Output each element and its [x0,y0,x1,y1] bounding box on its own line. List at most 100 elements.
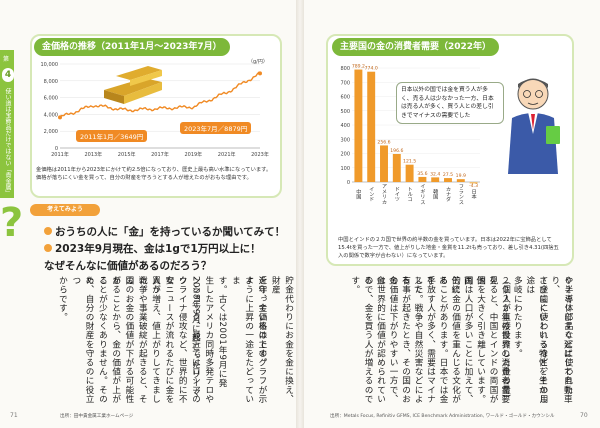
body-column: は世界的に価値が認められている [362,276,386,404]
demand-value-label: 789.2 [352,64,365,70]
body-column: 手放す人が多く、需要はマイナスで [412,276,436,404]
demand-category-label: イギリス [419,184,425,205]
body-column: ０２ミリにすぐ延ばして自動車 [562,276,573,404]
gold-chart-title: 金価格の推移（2011年1月〜2023年7月） [34,38,230,56]
body-column: 国は人口が多いことに加えて、伝統 [449,276,474,404]
demand-chart-note: 中国とインドの２カ国で世界の約半数の金を買っています。日本は2022年に宝飾品と… [338,237,559,259]
demand-value-label: 32.4 [430,171,440,177]
demand-bar [444,178,452,182]
question-mark-icon: ? [0,200,24,246]
gold-chart-line [58,71,262,120]
body-column: や半導体部品などに使われたり、 [549,276,574,395]
gold-x-tick: 2017年 [151,151,169,158]
body-column: ことが少なくありません。そのた [84,276,108,404]
demand-category-label: ドイツ [394,186,400,202]
body-column: 有事が起きたとき、その国のお金 [387,276,411,404]
gold-x-tick: 2019年 [184,151,202,158]
gold-chart-axes: 0 2,000 4,000 6,000 8,000 10,000 2011年 2013年 201… [41,62,269,158]
body-column: ので、金を買う人が増えるのです。 [349,276,374,404]
body-column: め、自分の財産を守るのに役立つ [70,276,95,404]
gold-chart-unit: （g/円） [248,59,268,65]
think-label: 考えてみよう [30,204,100,216]
body-column: を守っているのです。 [256,276,267,367]
body-column: （個人が直接投資した金の量）を [487,276,511,404]
bullet-icon [44,244,52,252]
body-column: 戦争や事業破綻が起きると、その [123,276,148,404]
gold-bars-illustration [104,66,162,104]
gold-point-end [258,71,262,76]
demand-bar [354,69,363,182]
gold-y-tick: 10,000 [41,62,59,68]
gold-y-tick: 0 [55,146,58,152]
demand-bar [431,177,440,182]
body-column: からです。 [57,276,68,322]
left-page-number: 71 [10,412,18,419]
demand-y-tick: 500 [340,109,350,115]
question-1: おうちの人に「金」を持っているか聞いてみて！ [44,224,285,239]
body-column: 多岐にわたります。 [512,276,523,358]
demand-value-label: 27.5 [443,172,453,178]
body-column: ように上昇の一途をたどっていま [230,276,254,404]
demand-bar [405,164,414,182]
gold-y-tick: 2,000 [44,129,58,135]
gold-x-tick: 2023年 [251,151,269,158]
demand-bar [469,182,478,184]
book-gutter [296,0,304,428]
gold-callout-end: 2023年7月／8879円 [180,122,252,134]
body-column: ２０２２年の世界の消費者需要 [499,276,510,404]
demand-y-tick: 400 [340,123,350,129]
right-footer: 出所：Metals Focus, Refinitiv GFMS, ICE Ben… [330,414,555,419]
demand-category-label: 日本 [471,188,477,200]
body-column: さびにくいという特性を生かし [537,276,548,404]
demand-bar [456,179,465,182]
demand-category-label: フランス [458,183,464,205]
demand-bar [367,71,376,182]
demand-category-label: 中国 [355,187,361,200]
businessman-illustration [508,78,560,174]
body-column: の価値は下がりやすい一方で、金 [374,276,399,404]
body-column: 見ると、中国とインドの両国が他 [474,276,499,404]
demand-value-label: -4.3 [469,183,478,189]
demand-category-label: 韓国 [432,187,438,200]
demand-y-tick: 600 [340,95,350,101]
body-column: 2008年9月に起こったリーマ [190,276,201,397]
demand-value-label: 774.0 [365,66,378,72]
body-column: 人が増え、値上がりしてきました。 [137,276,161,404]
demand-value-label: 19.9 [456,173,466,179]
demand-category-label: カナダ [445,186,451,203]
demand-y-tick: 100 [340,166,350,172]
gold-price-series [59,71,261,118]
body-column: 国のお金の価値が下がる可能性が [110,276,134,404]
left-footer: 出所：田中貴金属工業ホームページ [60,414,134,419]
demand-value-label: 35.6 [417,171,427,177]
demand-y-tick: 200 [340,152,350,158]
body-column: 生したアメリカ同時多発テロや [203,276,214,404]
demand-bar [380,145,388,182]
demand-y-tick: 800 [340,66,350,72]
body-column: 国を大きく引き離しています。両 [462,276,486,404]
demand-category-label: インド [368,186,374,202]
demand-chart-title: 主要国の金の消費者需要（2022年） [332,38,500,56]
body-column: あることから、金の価値が上がる [97,276,121,404]
question-2: 2023年9月現在、金は1gで1万円以上に！ [44,241,261,256]
speech-bubble: 日本以外の国では金を買う人が多く、売る人は少なかった一方、日本は売る人が多く、買… [396,82,504,124]
demand-value-label: 196.6 [390,148,403,154]
gold-x-tick: 2013年 [84,151,102,158]
body-column: ンショック、最近ではロシアのウ [177,276,201,404]
demand-value-label: 256.6 [377,139,390,145]
demand-category-label: トルコ [407,186,413,202]
body-column: なニュースが流れるたびに金を買う [150,276,174,404]
gold-chart-note: 金価格は2011年から2023年にかけて約2.5倍になっており、歴史上最も高い水… [36,167,272,181]
right-page-number: 70 [580,412,588,419]
bullet-icon [44,227,52,235]
body-column: 的に金の価値を重んじる文化があ [437,276,461,404]
body-column: ることがあります。日本では金を [424,276,449,404]
chapter-number: 4 [2,68,14,82]
body-column: した。戦争や自然災害などによる [399,276,424,404]
chapter-label: 第 [3,56,10,63]
demand-value-label: 121.5 [403,159,416,165]
body-column: 貯金代わりにお金を金に換え、財産 [270,276,294,404]
body-column: す。古くは2001年9月に発 [217,276,228,388]
